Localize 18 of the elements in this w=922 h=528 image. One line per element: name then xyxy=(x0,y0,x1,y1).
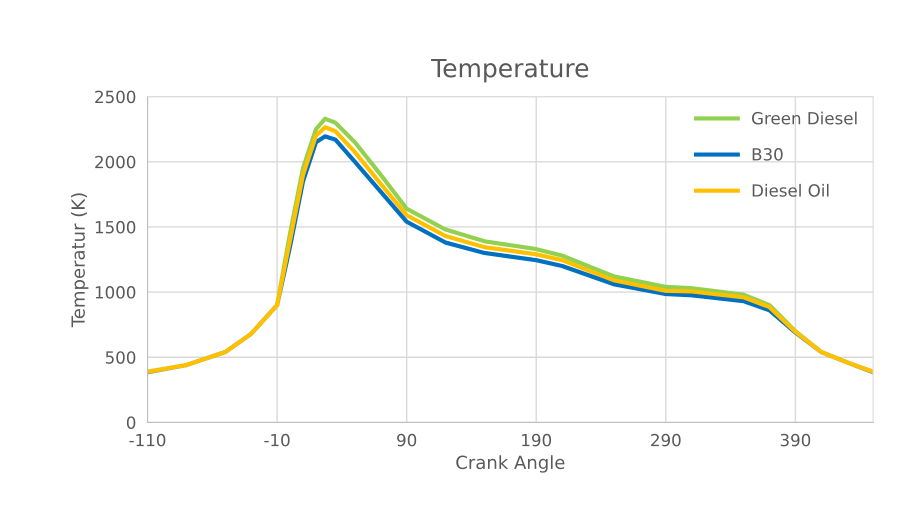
y-tick-label: 2000 xyxy=(95,156,136,168)
x-tick-label: 90 xyxy=(397,434,416,446)
legend-label: Diesel Oil xyxy=(752,184,828,197)
x-tick-label: 190 xyxy=(522,434,552,446)
x-tick-label: -110 xyxy=(129,434,166,446)
x-tick-label: 390 xyxy=(780,434,810,446)
y-axis-title: Temperatur (K) xyxy=(70,193,88,328)
legend-label: B30 xyxy=(752,148,783,161)
y-tick-label: 0 xyxy=(126,416,136,429)
x-tick-label: -10 xyxy=(264,434,290,446)
legend-label: Green Diesel xyxy=(752,112,857,125)
y-tick-label: 1500 xyxy=(96,220,136,234)
x-tick-label: 290 xyxy=(651,434,681,446)
y-tick-label: 500 xyxy=(106,351,136,364)
y-tick-label: 1000 xyxy=(96,286,136,299)
chart-title: Temperature xyxy=(431,58,588,82)
x-axis-title: Crank Angle xyxy=(456,455,564,473)
y-tick-label: 2500 xyxy=(95,90,136,104)
